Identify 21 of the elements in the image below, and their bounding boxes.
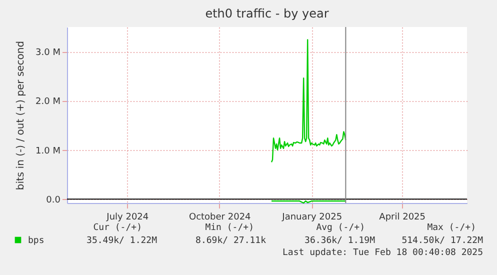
y-axis-title: bits in (-) / out (+) per second [16,40,27,190]
x-tick-label: January 2025 [281,212,342,222]
text: 514.50k/ 17.22M [402,236,484,246]
x-tick-label: October 2024 [188,212,252,222]
y-tick-label: 3.0 M [36,48,60,58]
text: Min (-/+) [205,223,254,233]
legend-label: bps [28,236,44,246]
text: Max (-/+) [427,223,476,233]
text: 35.49k/ 1.22M [86,236,158,246]
text: Cur (-/+) [93,223,142,233]
text: Avg (-/+) [316,223,365,233]
line-series [270,39,346,163]
x-tick-label: April 2025 [379,212,426,222]
y-tick-label: 0.0 [46,196,61,206]
chart-title: eth0 traffic - by year [205,6,329,20]
y-tick-label: 1.0 M [36,146,60,156]
text: Last update: Tue Feb 18 00:40:08 2025 [282,248,483,258]
text: 36.36k/ 1.19M [304,236,376,246]
y-tick-label: 2.0 M [36,97,60,108]
x-tick-label: July 2024 [106,212,149,222]
text: 8.69k/ 27.11k [196,236,267,246]
